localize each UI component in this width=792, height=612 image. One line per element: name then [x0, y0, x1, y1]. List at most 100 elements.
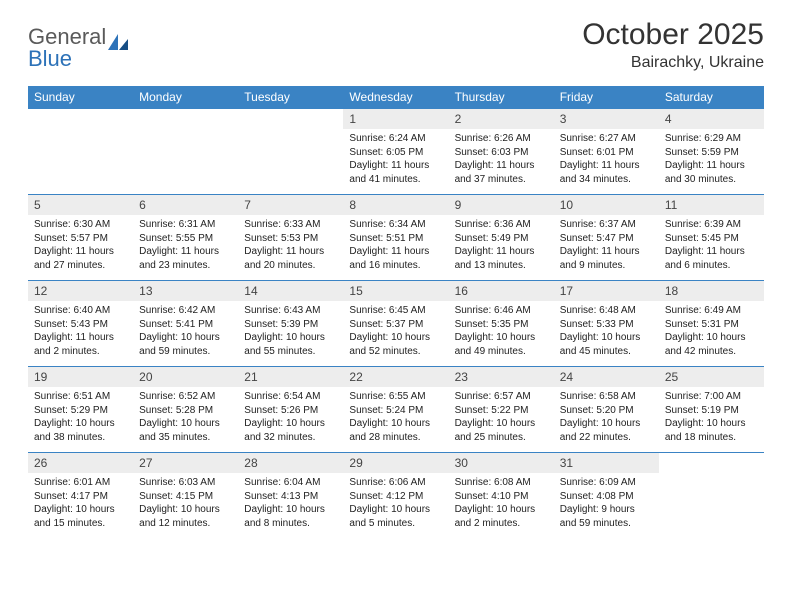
day-details: Sunrise: 6:03 AMSunset: 4:15 PMDaylight:…	[133, 473, 238, 532]
calendar-cell: 17Sunrise: 6:48 AMSunset: 5:33 PMDayligh…	[554, 281, 659, 367]
day-number: 20	[133, 367, 238, 387]
logo-inner: GeneralBlue	[28, 24, 130, 72]
calendar-week: 26Sunrise: 6:01 AMSunset: 4:17 PMDayligh…	[28, 453, 764, 539]
day-number: 22	[343, 367, 448, 387]
calendar-cell: 23Sunrise: 6:57 AMSunset: 5:22 PMDayligh…	[449, 367, 554, 453]
day-details: Sunrise: 6:48 AMSunset: 5:33 PMDaylight:…	[554, 301, 659, 360]
day-details: Sunrise: 6:33 AMSunset: 5:53 PMDaylight:…	[238, 215, 343, 274]
title-block: October 2025 Bairachky, Ukraine	[582, 18, 764, 72]
day-number: 26	[28, 453, 133, 473]
weekday-header: Sunday	[28, 86, 133, 109]
calendar-cell: 6Sunrise: 6:31 AMSunset: 5:55 PMDaylight…	[133, 195, 238, 281]
calendar-cell: 8Sunrise: 6:34 AMSunset: 5:51 PMDaylight…	[343, 195, 448, 281]
calendar-cell: 16Sunrise: 6:46 AMSunset: 5:35 PMDayligh…	[449, 281, 554, 367]
day-details: Sunrise: 6:46 AMSunset: 5:35 PMDaylight:…	[449, 301, 554, 360]
day-number: 6	[133, 195, 238, 215]
day-details: Sunrise: 6:55 AMSunset: 5:24 PMDaylight:…	[343, 387, 448, 446]
day-details: Sunrise: 6:52 AMSunset: 5:28 PMDaylight:…	[133, 387, 238, 446]
day-number: 25	[659, 367, 764, 387]
calendar-cell: 20Sunrise: 6:52 AMSunset: 5:28 PMDayligh…	[133, 367, 238, 453]
calendar-table: SundayMondayTuesdayWednesdayThursdayFrid…	[28, 86, 764, 539]
calendar-week: 1Sunrise: 6:24 AMSunset: 6:05 PMDaylight…	[28, 109, 764, 195]
day-number: 17	[554, 281, 659, 301]
weekday-header: Friday	[554, 86, 659, 109]
weekday-header: Wednesday	[343, 86, 448, 109]
day-details: Sunrise: 6:27 AMSunset: 6:01 PMDaylight:…	[554, 129, 659, 188]
calendar-cell: 2Sunrise: 6:26 AMSunset: 6:03 PMDaylight…	[449, 109, 554, 195]
day-details: Sunrise: 6:30 AMSunset: 5:57 PMDaylight:…	[28, 215, 133, 274]
day-details: Sunrise: 6:57 AMSunset: 5:22 PMDaylight:…	[449, 387, 554, 446]
calendar-cell: 14Sunrise: 6:43 AMSunset: 5:39 PMDayligh…	[238, 281, 343, 367]
weekday-header: Monday	[133, 86, 238, 109]
calendar-cell: 7Sunrise: 6:33 AMSunset: 5:53 PMDaylight…	[238, 195, 343, 281]
calendar-cell	[28, 109, 133, 195]
calendar-cell: 24Sunrise: 6:58 AMSunset: 5:20 PMDayligh…	[554, 367, 659, 453]
calendar-cell	[238, 109, 343, 195]
calendar-cell: 1Sunrise: 6:24 AMSunset: 6:05 PMDaylight…	[343, 109, 448, 195]
calendar-cell: 29Sunrise: 6:06 AMSunset: 4:12 PMDayligh…	[343, 453, 448, 539]
calendar-cell: 21Sunrise: 6:54 AMSunset: 5:26 PMDayligh…	[238, 367, 343, 453]
day-number: 8	[343, 195, 448, 215]
day-number: 24	[554, 367, 659, 387]
calendar-cell: 26Sunrise: 6:01 AMSunset: 4:17 PMDayligh…	[28, 453, 133, 539]
calendar-cell: 28Sunrise: 6:04 AMSunset: 4:13 PMDayligh…	[238, 453, 343, 539]
calendar-cell	[133, 109, 238, 195]
day-number: 14	[238, 281, 343, 301]
calendar-cell: 4Sunrise: 6:29 AMSunset: 5:59 PMDaylight…	[659, 109, 764, 195]
day-number: 11	[659, 195, 764, 215]
day-number: 28	[238, 453, 343, 473]
day-details: Sunrise: 6:51 AMSunset: 5:29 PMDaylight:…	[28, 387, 133, 446]
day-details: Sunrise: 6:26 AMSunset: 6:03 PMDaylight:…	[449, 129, 554, 188]
day-number: 31	[554, 453, 659, 473]
weekday-header: Thursday	[449, 86, 554, 109]
day-details: Sunrise: 6:34 AMSunset: 5:51 PMDaylight:…	[343, 215, 448, 274]
day-details: Sunrise: 6:37 AMSunset: 5:47 PMDaylight:…	[554, 215, 659, 274]
day-details: Sunrise: 6:40 AMSunset: 5:43 PMDaylight:…	[28, 301, 133, 360]
calendar-cell: 31Sunrise: 6:09 AMSunset: 4:08 PMDayligh…	[554, 453, 659, 539]
day-details: Sunrise: 6:29 AMSunset: 5:59 PMDaylight:…	[659, 129, 764, 188]
day-number: 1	[343, 109, 448, 129]
weekday-header: Tuesday	[238, 86, 343, 109]
calendar-week: 19Sunrise: 6:51 AMSunset: 5:29 PMDayligh…	[28, 367, 764, 453]
day-number: 18	[659, 281, 764, 301]
day-number: 7	[238, 195, 343, 215]
calendar-cell	[659, 453, 764, 539]
day-number: 21	[238, 367, 343, 387]
calendar-cell: 25Sunrise: 7:00 AMSunset: 5:19 PMDayligh…	[659, 367, 764, 453]
calendar-cell: 3Sunrise: 6:27 AMSunset: 6:01 PMDaylight…	[554, 109, 659, 195]
calendar-cell: 11Sunrise: 6:39 AMSunset: 5:45 PMDayligh…	[659, 195, 764, 281]
day-details: Sunrise: 7:00 AMSunset: 5:19 PMDaylight:…	[659, 387, 764, 446]
calendar-cell: 13Sunrise: 6:42 AMSunset: 5:41 PMDayligh…	[133, 281, 238, 367]
calendar-body: 1Sunrise: 6:24 AMSunset: 6:05 PMDaylight…	[28, 109, 764, 539]
location-label: Bairachky, Ukraine	[582, 54, 764, 72]
calendar-head: SundayMondayTuesdayWednesdayThursdayFrid…	[28, 86, 764, 109]
day-number: 4	[659, 109, 764, 129]
day-number: 12	[28, 281, 133, 301]
day-details: Sunrise: 6:39 AMSunset: 5:45 PMDaylight:…	[659, 215, 764, 274]
weekday-header: Saturday	[659, 86, 764, 109]
day-number: 10	[554, 195, 659, 215]
calendar-cell: 27Sunrise: 6:03 AMSunset: 4:15 PMDayligh…	[133, 453, 238, 539]
calendar-page: GeneralBlue October 2025 Bairachky, Ukra…	[0, 0, 792, 539]
calendar-cell: 30Sunrise: 6:08 AMSunset: 4:10 PMDayligh…	[449, 453, 554, 539]
day-number: 9	[449, 195, 554, 215]
calendar-cell: 22Sunrise: 6:55 AMSunset: 5:24 PMDayligh…	[343, 367, 448, 453]
calendar-cell: 18Sunrise: 6:49 AMSunset: 5:31 PMDayligh…	[659, 281, 764, 367]
calendar-week: 12Sunrise: 6:40 AMSunset: 5:43 PMDayligh…	[28, 281, 764, 367]
calendar-week: 5Sunrise: 6:30 AMSunset: 5:57 PMDaylight…	[28, 195, 764, 281]
calendar-cell: 10Sunrise: 6:37 AMSunset: 5:47 PMDayligh…	[554, 195, 659, 281]
day-details: Sunrise: 6:43 AMSunset: 5:39 PMDaylight:…	[238, 301, 343, 360]
logo-sail-icon	[108, 34, 130, 50]
month-title: October 2025	[582, 18, 764, 52]
day-number: 23	[449, 367, 554, 387]
day-number: 13	[133, 281, 238, 301]
day-details: Sunrise: 6:09 AMSunset: 4:08 PMDaylight:…	[554, 473, 659, 532]
logo: GeneralBlue	[28, 24, 130, 72]
day-number: 30	[449, 453, 554, 473]
day-details: Sunrise: 6:58 AMSunset: 5:20 PMDaylight:…	[554, 387, 659, 446]
day-number: 27	[133, 453, 238, 473]
day-details: Sunrise: 6:49 AMSunset: 5:31 PMDaylight:…	[659, 301, 764, 360]
day-number: 19	[28, 367, 133, 387]
day-number: 15	[343, 281, 448, 301]
calendar-cell: 15Sunrise: 6:45 AMSunset: 5:37 PMDayligh…	[343, 281, 448, 367]
